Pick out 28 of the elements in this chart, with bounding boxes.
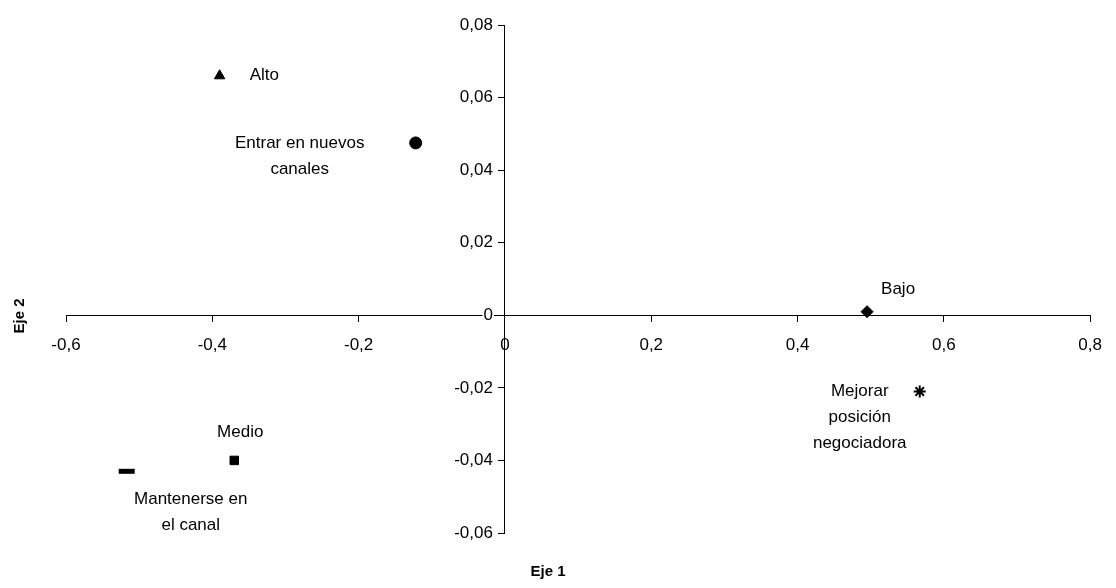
x-tick-label: 0,6: [932, 335, 956, 355]
y-tick-label: 0,04: [459, 159, 493, 179]
y-tick-label: 0,02: [459, 232, 493, 252]
y-tick-label: -0,02: [454, 377, 493, 397]
series-label: Mantenerse en el canal: [134, 489, 248, 534]
point: [229, 455, 239, 466]
x-tick-label: -0,4: [197, 335, 227, 355]
y-tick-label: 0: [483, 304, 493, 324]
series-label: Medio: [217, 422, 264, 442]
point: [860, 305, 874, 319]
point: [409, 136, 423, 150]
series-label: Alto: [249, 65, 279, 85]
x-tick-label: 0,4: [785, 335, 810, 355]
series-label: Mejorar posición negociadora: [812, 381, 908, 453]
text: Entrar en nuevos canales: [234, 132, 365, 178]
x-tick-label: -0,2: [343, 335, 374, 355]
series-label: Bajo: [881, 279, 916, 299]
x-tick-label: 0,8: [1078, 335, 1102, 355]
x-tick-label: -0,6: [51, 335, 81, 355]
y-tick-label: -0,04: [454, 450, 493, 470]
point: [213, 69, 226, 80]
x-axis-title: Eje 1: [529, 562, 567, 579]
y-tick-label: -0,06: [454, 522, 493, 542]
y-tick-label: 0,08: [459, 14, 493, 34]
x-tick-label: 0,2: [639, 335, 664, 355]
point: [912, 384, 927, 399]
y-axis-title: Eje 2: [9, 298, 27, 334]
y-tick-label: 0,06: [459, 87, 493, 107]
